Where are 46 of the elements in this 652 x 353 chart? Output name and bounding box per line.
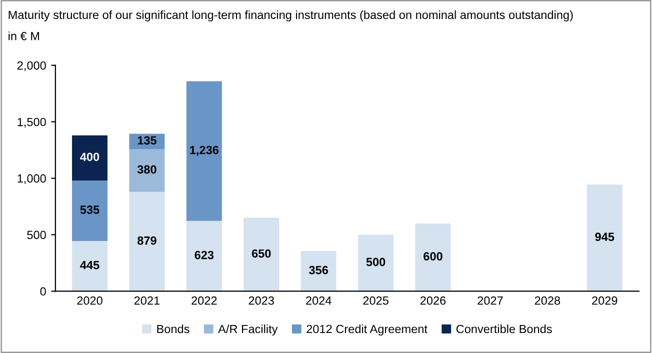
data-label: 623 — [194, 250, 214, 260]
x-tick-label: 2026 — [420, 296, 446, 305]
x-tick-label: 2023 — [248, 296, 274, 305]
bar — [300, 251, 336, 292]
bar — [72, 240, 108, 292]
data-label: 135 — [138, 136, 156, 145]
bar — [415, 223, 451, 292]
y-tick-label: 1,000 — [18, 174, 46, 184]
legend-label: A/R Facility — [218, 324, 278, 336]
bar — [186, 81, 222, 221]
bar — [186, 220, 222, 292]
y-tick-label: 0 — [40, 287, 46, 296]
data-label: 445 — [80, 261, 100, 270]
chart-title: Maturity structure of our significant long-term financing instruments (based on nominal amounts outstanding) — [8, 10, 573, 22]
x-tick-label: 2020 — [77, 296, 102, 305]
bar — [244, 218, 280, 292]
bar — [358, 234, 394, 292]
legend-label: 2012 Credit Agreement — [306, 324, 428, 336]
data-label: 400 — [80, 152, 100, 162]
y-tick-label: 1,500 — [18, 118, 46, 128]
bar — [72, 135, 108, 181]
bar — [129, 192, 165, 292]
y-tick-label: 2,000 — [17, 61, 46, 72]
x-tick-label: 2029 — [592, 296, 618, 305]
data-label: 380 — [137, 165, 156, 174]
x-tick-label: 2024 — [306, 296, 332, 305]
x-tick-label: 2027 — [478, 296, 503, 305]
data-label: 500 — [366, 258, 386, 266]
data-label: 650 — [252, 249, 271, 258]
bar — [586, 184, 622, 292]
legend-label: Bonds — [157, 324, 190, 334]
y-tick-label: 500 — [27, 230, 46, 240]
x-tick-label: 2022 — [192, 296, 217, 305]
bar — [129, 149, 165, 192]
bar — [72, 180, 108, 241]
x-tick-label: 2025 — [363, 296, 388, 305]
data-label: 879 — [137, 236, 156, 245]
legend-label: Convertible Bonds — [456, 324, 552, 334]
data-label: 535 — [80, 206, 100, 214]
x-tick-label: 2028 — [534, 296, 560, 305]
x-tick-label: 2021 — [134, 296, 160, 305]
chart-subtitle: in € M — [8, 32, 40, 40]
data-label: 356 — [309, 266, 328, 274]
data-label: 600 — [424, 252, 442, 261]
data-label: 945 — [595, 232, 614, 242]
data-label: 1,236 — [190, 146, 219, 156]
